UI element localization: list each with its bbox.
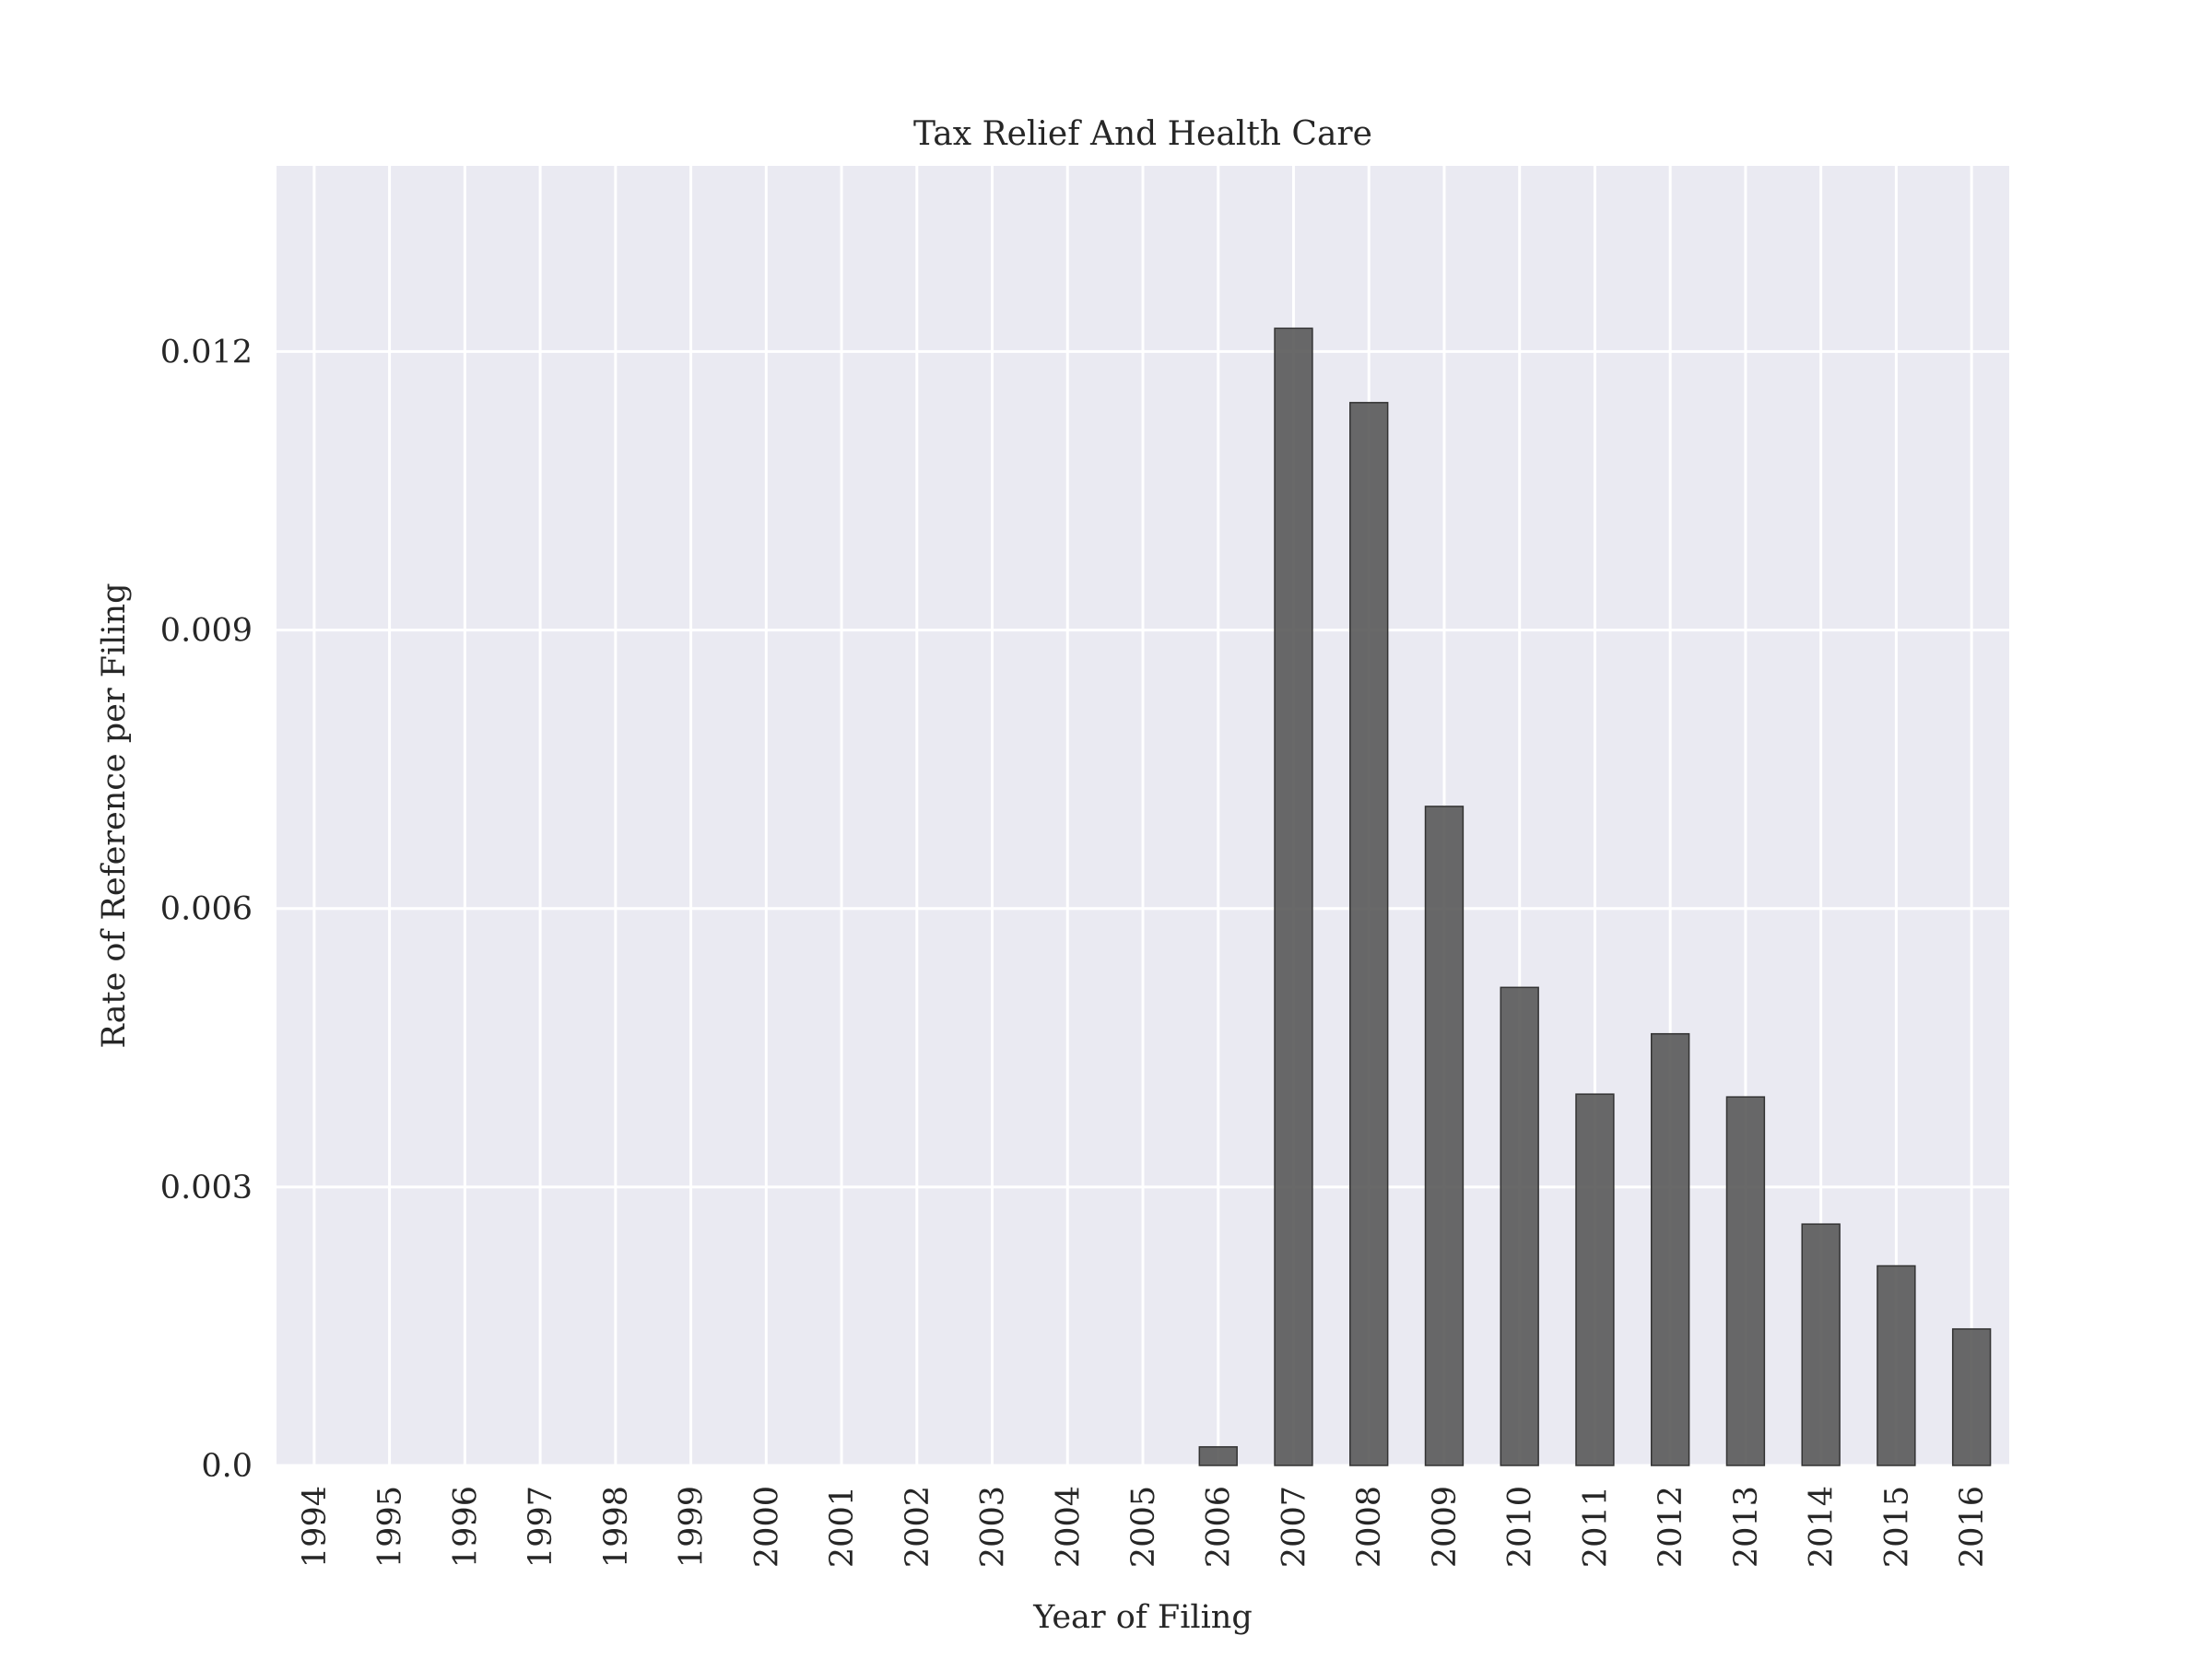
- x-axis-label: Year of Filing: [1032, 1599, 1252, 1636]
- bar-2015: [1877, 1265, 1916, 1466]
- bar-2006: [1198, 1446, 1238, 1466]
- x-tick-label: 1995: [372, 1486, 409, 1568]
- x-tick-label: 2009: [1427, 1486, 1464, 1568]
- x-tick-label: 2012: [1653, 1486, 1689, 1568]
- bar-2009: [1424, 806, 1465, 1466]
- bar-2016: [1951, 1328, 1992, 1466]
- x-tick-label: 2007: [1276, 1486, 1312, 1568]
- x-tick-label: 2014: [1804, 1486, 1841, 1568]
- x-tick-label: 2013: [1728, 1486, 1765, 1568]
- bar-2010: [1500, 986, 1539, 1466]
- bar-2008: [1349, 402, 1389, 1466]
- y-tick-label: 0.009: [160, 613, 253, 650]
- bar-2011: [1575, 1093, 1615, 1466]
- x-tick-label: 2004: [1050, 1486, 1087, 1568]
- x-tick-label: 2008: [1351, 1486, 1388, 1568]
- bar-2014: [1801, 1223, 1841, 1466]
- chart-title: Tax Relief And Health Care: [913, 115, 1372, 153]
- x-tick-label: 2011: [1577, 1486, 1614, 1568]
- y-tick-label: 0.0: [201, 1448, 253, 1485]
- bar-2012: [1650, 1032, 1690, 1466]
- x-tick-label: 2003: [975, 1486, 1012, 1568]
- x-tick-label: 2016: [1954, 1486, 1991, 1568]
- x-tick-label: 1997: [523, 1486, 559, 1568]
- y-tick-label: 0.003: [160, 1170, 253, 1206]
- x-tick-label: 2015: [1878, 1486, 1915, 1568]
- y-tick-label: 0.012: [160, 334, 253, 371]
- x-tick-label: 2005: [1125, 1486, 1162, 1568]
- y-axis-ticks: 0.0 0.003 0.006 0.009 0.012: [160, 334, 253, 1485]
- x-tick-label: 1999: [674, 1486, 711, 1568]
- x-tick-label: 2010: [1502, 1486, 1539, 1568]
- x-tick-label: 2000: [748, 1486, 785, 1568]
- x-tick-label: 1996: [447, 1486, 484, 1568]
- bar-2007: [1274, 327, 1313, 1466]
- x-tick-label: 1994: [297, 1486, 334, 1568]
- y-tick-label: 0.006: [160, 891, 253, 928]
- bar-series: [1198, 327, 1992, 1466]
- bar-2013: [1725, 1096, 1766, 1466]
- y-axis-label: Rate of Reference per Filing: [96, 582, 133, 1048]
- x-tick-label: 2002: [900, 1486, 936, 1568]
- x-axis-ticks: 1994 1995 1996 1997 1998 1999 2000 2001 2002 2003…: [297, 1486, 1991, 1568]
- x-tick-label: 1998: [598, 1486, 635, 1568]
- x-tick-label: 2001: [824, 1486, 861, 1568]
- x-tick-label: 2006: [1201, 1486, 1238, 1568]
